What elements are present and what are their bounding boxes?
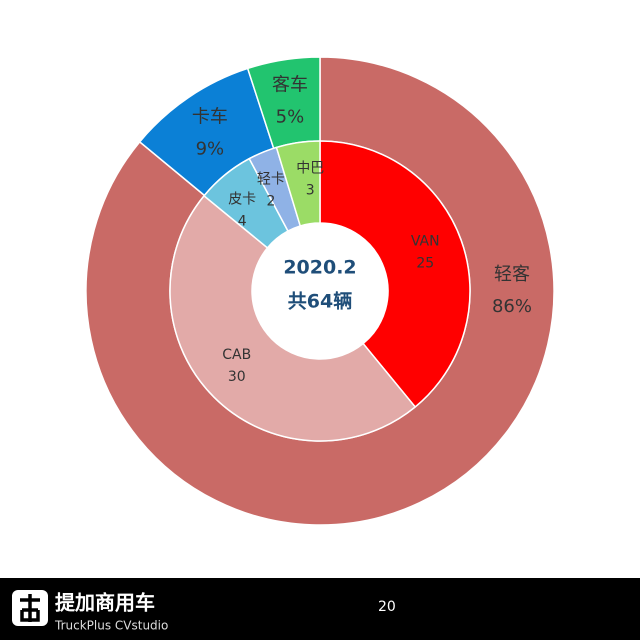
- center-title: 2020.2: [283, 257, 356, 279]
- value-label: 9%: [196, 139, 225, 160]
- value-label: 4: [238, 213, 247, 229]
- value-label: 5%: [276, 106, 305, 127]
- center-subtitle: 共64辆: [288, 290, 352, 313]
- segment-label: 轻客: [494, 264, 530, 285]
- segment-label: 卡车: [192, 107, 228, 128]
- brand-en: TruckPlus CVstudio: [54, 619, 168, 633]
- value-label: 3: [306, 182, 315, 198]
- value-label: 86%: [492, 296, 532, 317]
- donut-segment: [169, 194, 417, 442]
- segment-label: VAN: [411, 234, 440, 250]
- value-label: 30: [228, 369, 246, 385]
- donut-segment: [319, 140, 471, 409]
- value-label: 2: [266, 193, 275, 209]
- segment-label: 客车: [272, 74, 308, 95]
- segment-label: 轻卡: [257, 171, 285, 187]
- donut-segment: [275, 140, 321, 227]
- segment-label: 皮卡: [228, 191, 256, 207]
- footer-bar: [0, 578, 640, 640]
- segment-label: CAB: [222, 347, 251, 363]
- value-label: 25: [416, 256, 434, 272]
- logo-icon: [12, 590, 48, 626]
- segment-label: 中巴: [296, 160, 324, 176]
- brand: 提加商用车: [55, 591, 155, 615]
- footer-text: 20: [378, 599, 396, 615]
